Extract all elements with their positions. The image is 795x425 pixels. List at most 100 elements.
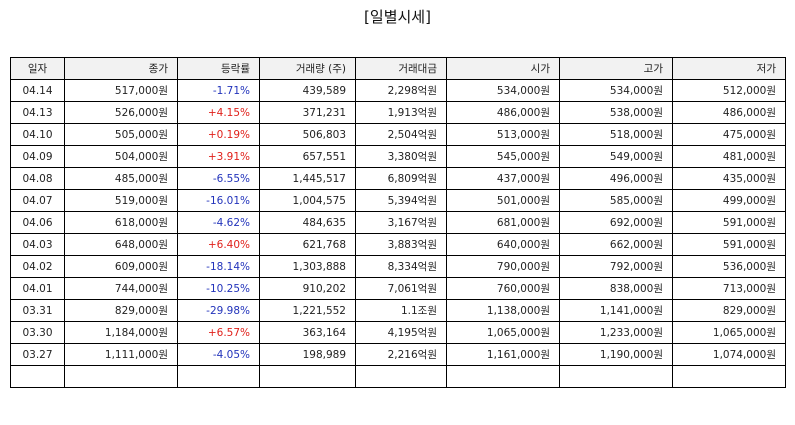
daily-price-table: 일자 종가 등락률 거래량 (주) 거래대금 시가 고가 저가 04.14 517… (10, 57, 786, 388)
column-header-change: 등락률 (177, 57, 260, 80)
cell-volume: 910,202 (259, 277, 356, 300)
cell-volume: 439,589 (259, 79, 356, 102)
cell-low: 481,000원 (672, 145, 786, 168)
cell-volume: 657,551 (259, 145, 356, 168)
cell-change: +6.57% (177, 321, 260, 344)
cell-change: +3.91% (177, 145, 260, 168)
cell-open: 501,000원 (446, 189, 560, 212)
cell-high: 534,000원 (559, 79, 673, 102)
cell-date: 04.13 (10, 101, 65, 124)
cell-date: 03.30 (10, 321, 65, 344)
cell-change: -10.25% (177, 277, 260, 300)
cell-change: -6.55% (177, 167, 260, 190)
cell-low: 591,000원 (672, 211, 786, 234)
table-row: 03.27 1,111,000원 -4.05% 198,989 2,216억원 1,161… (10, 343, 786, 366)
cell-open: 486,000원 (446, 101, 560, 124)
cell-low: 499,000원 (672, 189, 786, 212)
cell-high: 1,141,000원 (559, 299, 673, 322)
cell-close: 505,000원 (64, 123, 178, 146)
cell-open: 760,000원 (446, 277, 560, 300)
cell-high: 792,000원 (559, 255, 673, 278)
table-row: 04.03 648,000원 +6.40% 621,768 3,883억원 640,000… (10, 233, 786, 256)
cell-date: 04.01 (10, 277, 65, 300)
cell-amount: 4,195억원 (355, 321, 447, 344)
cell-date: 04.10 (10, 123, 65, 146)
cell-close: 829,000원 (64, 299, 178, 322)
cell-low: 475,000원 (672, 123, 786, 146)
column-header-date: 일자 (10, 57, 65, 80)
cell-volume: 1,445,517 (259, 167, 356, 190)
cell-change: +0.19% (177, 123, 260, 146)
table-row: 04.08 485,000원 -6.55% 1,445,517 6,809억원 437,0… (10, 167, 786, 190)
column-header-close: 종가 (64, 57, 178, 80)
table-body: 04.14 517,000원 -1.71% 439,589 2,298억원 534,000… (10, 79, 786, 388)
cell-open: 790,000원 (446, 255, 560, 278)
table-row: 04.06 618,000원 -4.62% 484,635 3,167억원 681,000… (10, 211, 786, 234)
cell-high: 662,000원 (559, 233, 673, 256)
cell-amount: 2,504억원 (355, 123, 447, 146)
cell-amount: 1,913억원 (355, 101, 447, 124)
cell-date (10, 365, 65, 388)
cell-volume (259, 365, 356, 388)
cell-high: 518,000원 (559, 123, 673, 146)
column-header-amount: 거래대금 (355, 57, 447, 80)
cell-volume: 506,803 (259, 123, 356, 146)
cell-open: 1,161,000원 (446, 343, 560, 366)
cell-low: 1,074,000원 (672, 343, 786, 366)
cell-date: 04.14 (10, 79, 65, 102)
cell-open: 681,000원 (446, 211, 560, 234)
cell-high: 549,000원 (559, 145, 673, 168)
cell-date: 04.09 (10, 145, 65, 168)
cell-high: 838,000원 (559, 277, 673, 300)
table-row (10, 365, 786, 388)
cell-volume: 1,004,575 (259, 189, 356, 212)
cell-open: 1,065,000원 (446, 321, 560, 344)
table-row: 04.10 505,000원 +0.19% 506,803 2,504억원 513,000… (10, 123, 786, 146)
cell-volume: 1,303,888 (259, 255, 356, 278)
cell-amount: 7,061억원 (355, 277, 447, 300)
cell-close (64, 365, 178, 388)
cell-amount: 3,380억원 (355, 145, 447, 168)
cell-low: 713,000원 (672, 277, 786, 300)
cell-high: 1,190,000원 (559, 343, 673, 366)
cell-volume: 363,164 (259, 321, 356, 344)
cell-close: 648,000원 (64, 233, 178, 256)
cell-low: 1,065,000원 (672, 321, 786, 344)
cell-date: 03.31 (10, 299, 65, 322)
cell-high: 585,000원 (559, 189, 673, 212)
cell-low: 435,000원 (672, 167, 786, 190)
cell-change: -29.98% (177, 299, 260, 322)
cell-change: -16.01% (177, 189, 260, 212)
cell-high: 1,233,000원 (559, 321, 673, 344)
cell-open: 513,000원 (446, 123, 560, 146)
cell-change: +4.15% (177, 101, 260, 124)
column-header-open: 시가 (446, 57, 560, 80)
cell-low: 536,000원 (672, 255, 786, 278)
cell-open: 1,138,000원 (446, 299, 560, 322)
cell-open: 534,000원 (446, 79, 560, 102)
cell-amount: 6,809억원 (355, 167, 447, 190)
cell-close: 618,000원 (64, 211, 178, 234)
cell-amount: 3,167억원 (355, 211, 447, 234)
cell-close: 519,000원 (64, 189, 178, 212)
cell-date: 04.03 (10, 233, 65, 256)
cell-change: -18.14% (177, 255, 260, 278)
cell-high: 496,000원 (559, 167, 673, 190)
cell-low (672, 365, 786, 388)
cell-change: -4.05% (177, 343, 260, 366)
cell-high (559, 365, 673, 388)
table-row: 04.13 526,000원 +4.15% 371,231 1,913억원 486,000… (10, 101, 786, 124)
cell-low: 591,000원 (672, 233, 786, 256)
cell-date: 03.27 (10, 343, 65, 366)
cell-date: 04.06 (10, 211, 65, 234)
cell-high: 538,000원 (559, 101, 673, 124)
cell-amount: 5,394억원 (355, 189, 447, 212)
cell-amount: 3,883억원 (355, 233, 447, 256)
cell-change: -1.71% (177, 79, 260, 102)
cell-close: 744,000원 (64, 277, 178, 300)
table-row: 04.09 504,000원 +3.91% 657,551 3,380억원 545,000… (10, 145, 786, 168)
cell-close: 1,111,000원 (64, 343, 178, 366)
cell-close: 1,184,000원 (64, 321, 178, 344)
table-row: 04.02 609,000원 -18.14% 1,303,888 8,334억원 790,… (10, 255, 786, 278)
cell-volume: 621,768 (259, 233, 356, 256)
